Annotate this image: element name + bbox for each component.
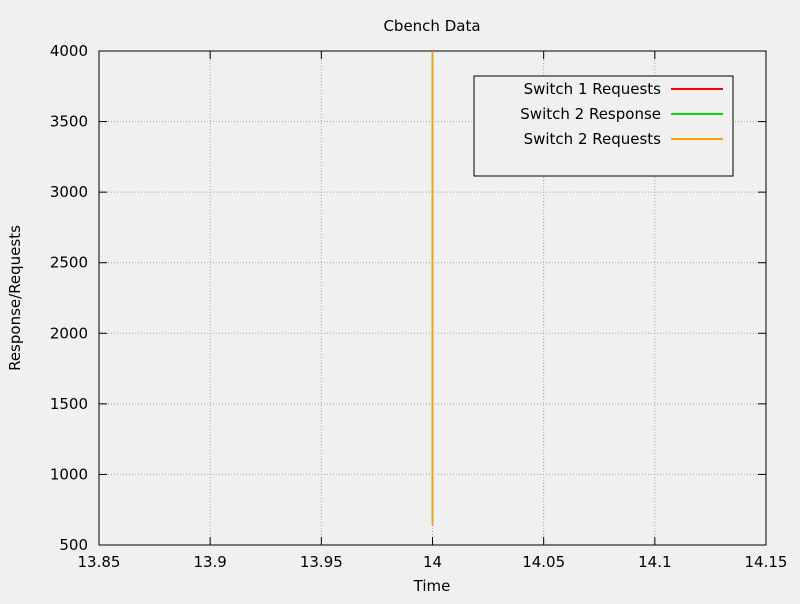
y-tick-label: 3000	[50, 183, 88, 201]
legend-label-1: Switch 1 Requests	[524, 80, 662, 98]
legend: Switch 1 Requests Switch 2 Response Switch…	[473, 75, 734, 177]
x-tick-label: 13.9	[193, 553, 226, 571]
y-tick-label: 1000	[50, 465, 88, 483]
y-tick-label: 2500	[50, 254, 88, 272]
x-tick-label: 14.15	[745, 553, 788, 571]
x-axis-label: Time	[413, 577, 451, 595]
y-axis-label: Response/Requests	[6, 225, 24, 371]
y-tick-label: 1500	[50, 395, 88, 413]
x-tick-label: 14.05	[522, 553, 565, 571]
legend-label-2: Switch 2 Response	[520, 105, 661, 123]
y-tick-label: 2000	[50, 324, 88, 342]
y-tick-label: 3500	[50, 113, 88, 131]
y-tick-label: 500	[59, 536, 88, 554]
axis-ticks: 13.85 13.9 13.95 14 14.05 14.1 14.15 500 1000 150…	[50, 42, 788, 571]
x-tick-label: 13.85	[78, 553, 121, 571]
x-tick-label: 13.95	[300, 553, 343, 571]
chart-title: Cbench Data	[383, 17, 480, 35]
x-tick-label: 14	[423, 553, 442, 571]
y-tick-label: 4000	[50, 42, 88, 60]
legend-label-3: Switch 2 Requests	[524, 130, 662, 148]
legend-box	[473, 75, 734, 177]
x-tick-label: 14.1	[638, 553, 671, 571]
